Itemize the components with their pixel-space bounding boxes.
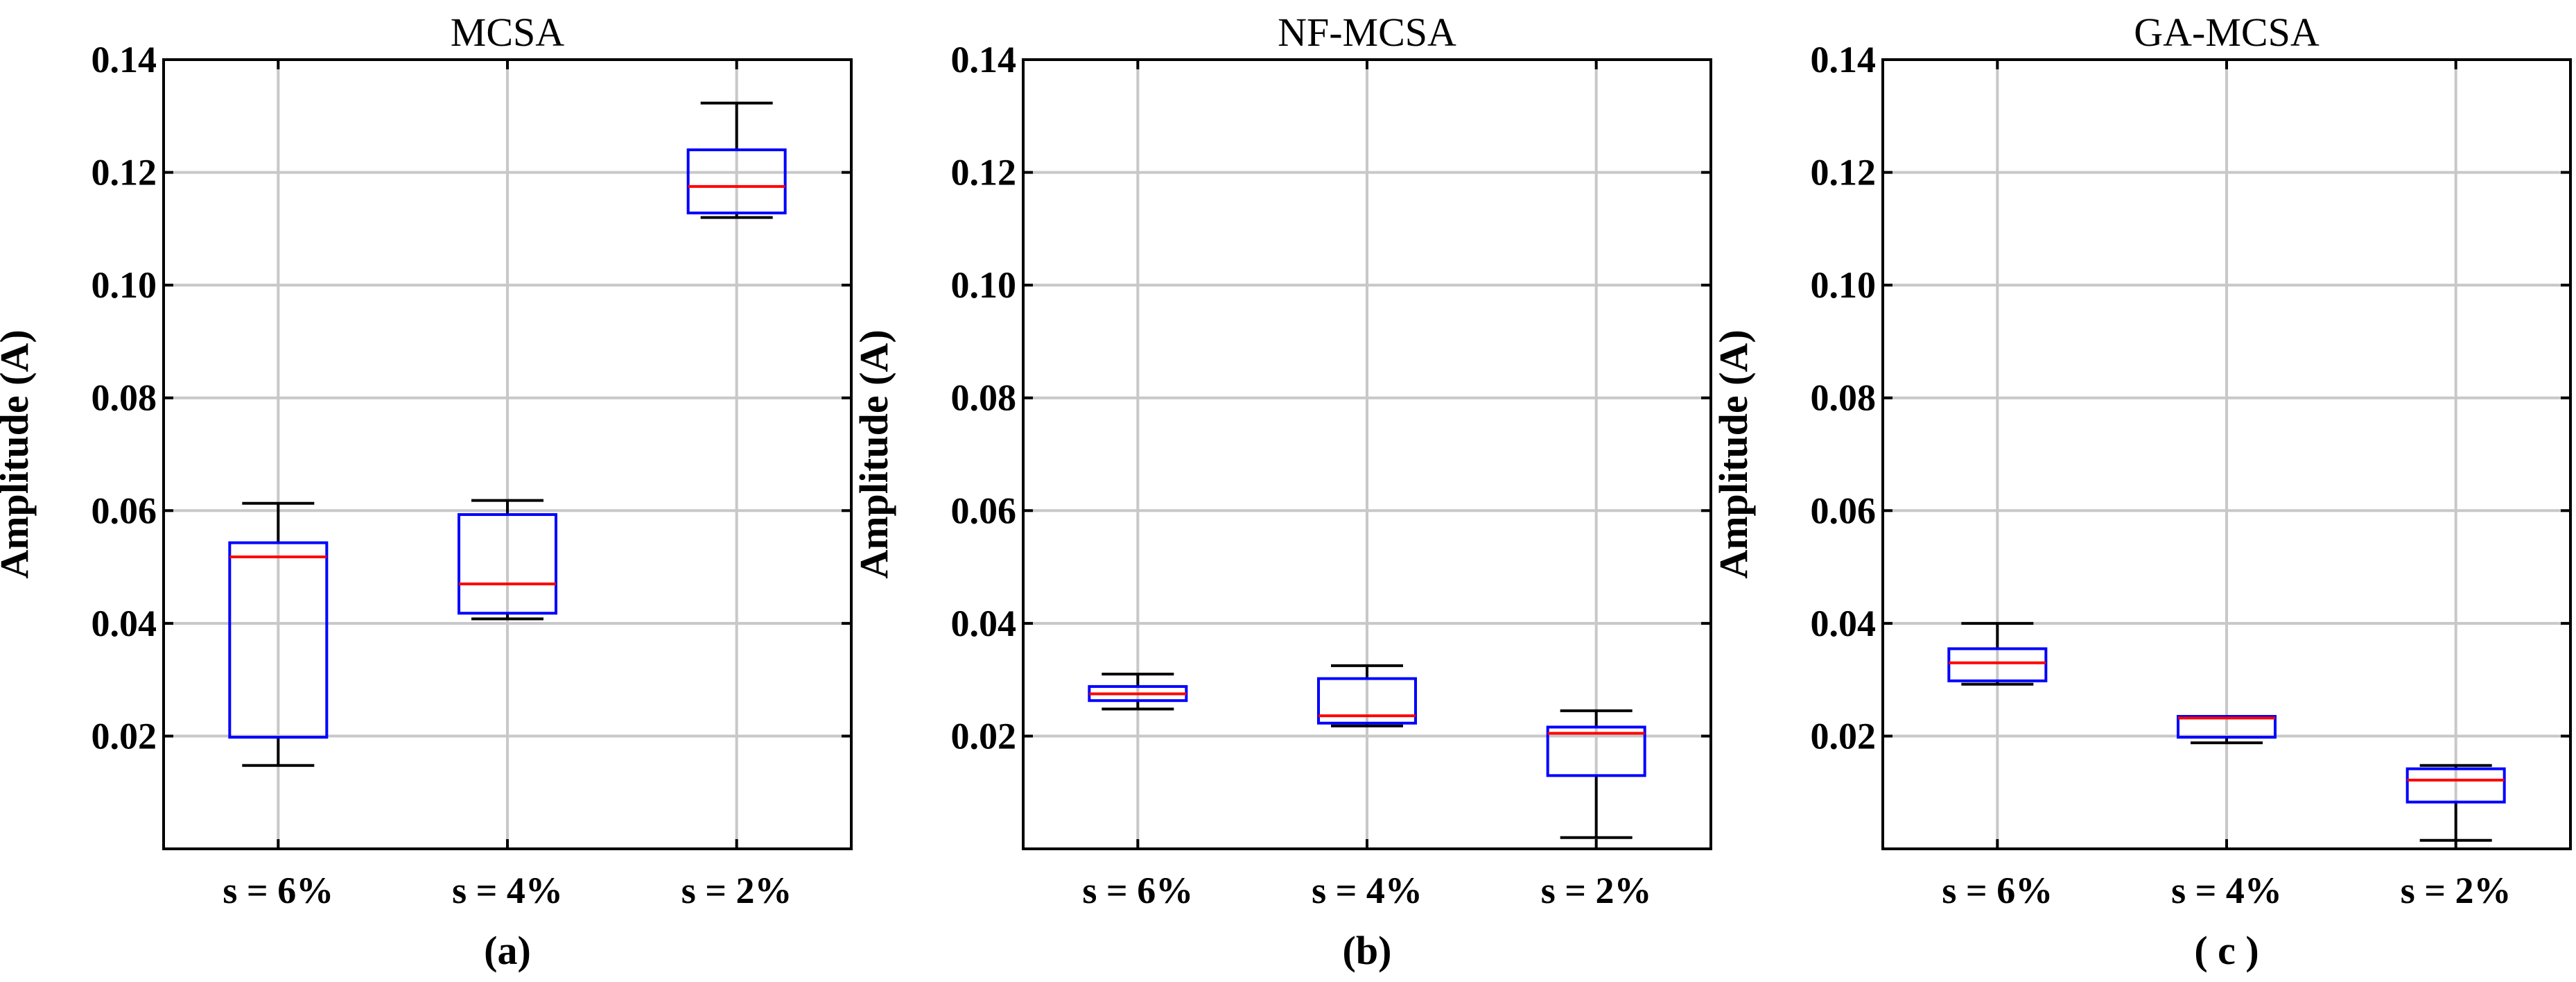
x-tick-label: s = 4%	[452, 870, 563, 911]
box-s-6	[228, 501, 329, 767]
y-tick-label: 0.04	[92, 603, 157, 644]
iqr-box	[1546, 725, 1646, 777]
box-s-6	[1947, 621, 2048, 686]
iqr-box	[2177, 714, 2277, 739]
iqr-box	[228, 541, 329, 739]
y-tick-label: 0.12	[92, 152, 157, 193]
panel-mcsa: 0.02 0.04 0.06 0.08 0.10 0.12 0.14 s = 6% s = 4%…	[0, 10, 853, 973]
y-tick-label: 0.08	[951, 377, 1017, 419]
chart-title: MCSA	[451, 10, 565, 55]
y-tick-label: 0.02	[92, 715, 157, 757]
iqr-box	[686, 148, 787, 215]
x-tick-label: s = 6%	[1942, 870, 2053, 911]
y-tick-label: 0.10	[951, 264, 1017, 306]
y-tick-label: 0.06	[92, 490, 157, 531]
y-tick-label: 0.14	[951, 39, 1017, 80]
x-tick-label: s = 2%	[2401, 870, 2512, 911]
y-tick-label: 0.04	[951, 603, 1017, 644]
x-tick-label: s = 2%	[1541, 870, 1652, 911]
iqr-box	[458, 512, 557, 615]
box-s-2	[686, 101, 787, 219]
y-tick-label: 0.10	[1811, 264, 1877, 306]
panel-label: ( c )	[2194, 928, 2259, 973]
box-s-4	[2177, 714, 2277, 745]
iqr-box	[1947, 647, 2048, 682]
panel-label: (b)	[1343, 928, 1392, 973]
x-tick-label: s = 4%	[1312, 870, 1422, 911]
box-s-4	[1317, 664, 1417, 727]
panel-ga-mcsa: 0.02 0.04 0.06 0.08 0.10 0.12 0.14 s = 6% s = 4%…	[1711, 10, 2572, 973]
y-tick-label: 0.14	[1811, 39, 1877, 80]
y-axis-label: Amplitude (A)	[1711, 329, 1756, 578]
x-tick-label: s = 6%	[223, 870, 333, 911]
y-tick-label: 0.06	[1811, 490, 1877, 531]
y-tick-label: 0.02	[1811, 715, 1877, 757]
panel-label: (a)	[484, 928, 531, 973]
y-tick-label: 0.06	[951, 490, 1017, 531]
y-tick-label: 0.08	[92, 377, 157, 419]
y-tick-label: 0.04	[1811, 603, 1877, 644]
x-tick-label: s = 2%	[681, 870, 792, 911]
box-s-2	[2405, 764, 2506, 842]
x-tick-label: s = 4%	[2171, 870, 2282, 911]
y-tick-label: 0.14	[92, 39, 157, 80]
y-tick-label: 0.08	[1811, 377, 1877, 419]
iqr-box	[2405, 767, 2506, 804]
y-axis-label: Amplitude (A)	[0, 329, 37, 578]
y-tick-label: 0.12	[1811, 152, 1877, 193]
box-s-4	[458, 499, 557, 621]
box-s-6	[1088, 673, 1188, 711]
y-tick-label: 0.02	[951, 715, 1017, 757]
chart-title: NF-MCSA	[1278, 10, 1456, 55]
y-tick-label: 0.10	[92, 264, 157, 306]
y-axis-label: Amplitude (A)	[851, 329, 896, 578]
panel-nf-mcsa: 0.02 0.04 0.06 0.08 0.10 0.12 0.14 s = 6% s = 4%…	[851, 10, 1712, 973]
iqr-box	[1317, 677, 1417, 725]
chart-title: GA-MCSA	[2134, 10, 2320, 55]
box-s-2	[1546, 709, 1646, 839]
x-tick-label: s = 6%	[1082, 870, 1193, 911]
y-tick-label: 0.12	[951, 152, 1017, 193]
